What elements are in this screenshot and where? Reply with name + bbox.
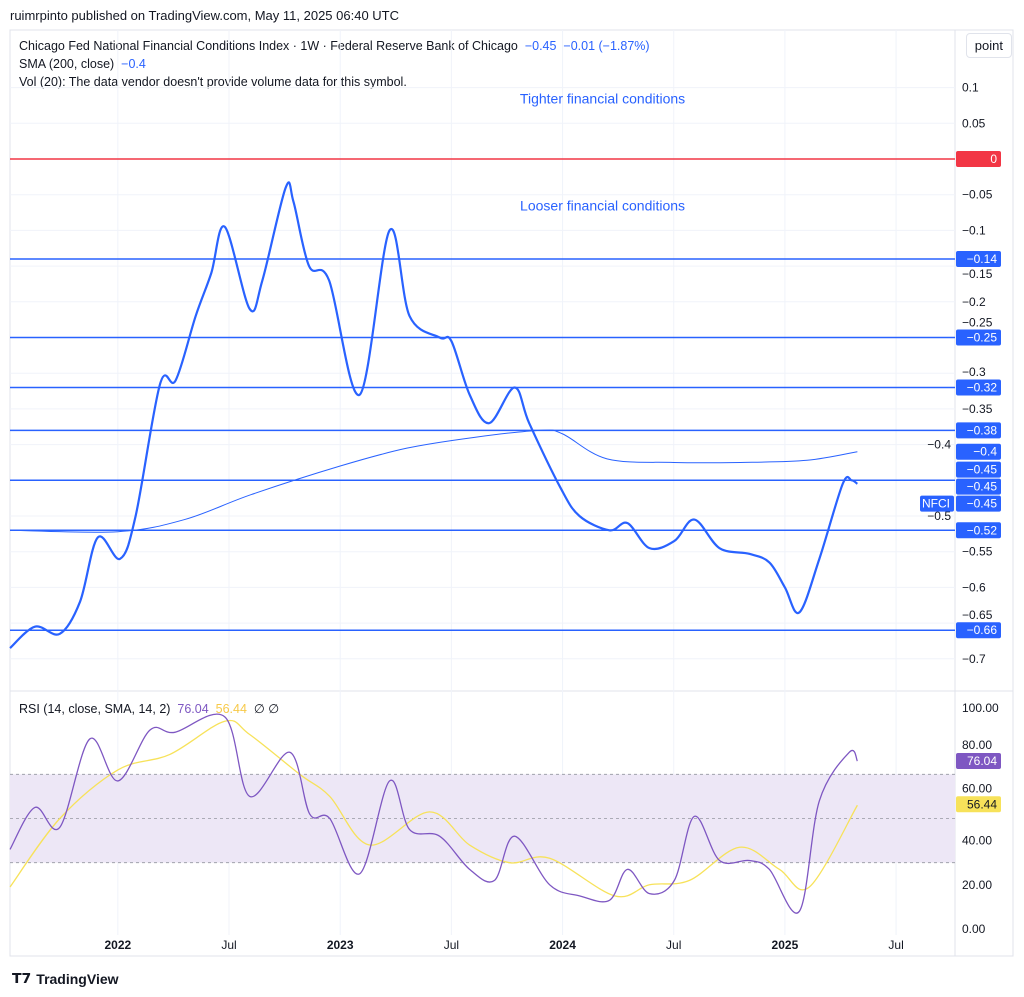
price-tag: −0.45 bbox=[967, 480, 998, 494]
rsi-y-tick-label: 40.00 bbox=[962, 834, 992, 848]
price-tag-bg bbox=[956, 495, 1001, 512]
rsi-band bbox=[10, 774, 955, 863]
price-tag-bg bbox=[956, 478, 1001, 495]
sma-line bbox=[9, 429, 858, 533]
symbol-title: Chicago Fed National Financial Condition… bbox=[19, 39, 518, 53]
x-tick-label: Jul bbox=[666, 938, 681, 952]
price-tag: −0.66 bbox=[967, 623, 998, 637]
x-tick-label: 2023 bbox=[327, 938, 354, 952]
y-tick-label: −0.1 bbox=[962, 223, 986, 237]
price-tag-bg bbox=[956, 622, 1001, 639]
rsi-line bbox=[9, 713, 858, 914]
rsi-ma-line bbox=[9, 719, 858, 898]
publish-info: ruimrpinto published on TradingView.com,… bbox=[10, 8, 400, 23]
series-name-tag: NFCI bbox=[922, 497, 950, 511]
price-tag: −0.45 bbox=[967, 497, 998, 511]
y-tick-label: −0.3 bbox=[962, 365, 986, 379]
price-tag: −0.4 bbox=[973, 445, 997, 459]
tradingview-logo[interactable]: 𝗧𝟳 TradingView bbox=[12, 970, 119, 987]
price-tag-bg bbox=[956, 443, 1001, 460]
price-tag-bg bbox=[956, 329, 1001, 346]
rsi-extra: ∅ ∅ bbox=[253, 702, 280, 716]
rsi-y-tick-label: 60.00 bbox=[962, 781, 992, 795]
rsi-y-tick-label: 100.00 bbox=[962, 701, 999, 715]
y-tick-label: −0.5 bbox=[927, 509, 951, 523]
price-tag-bg bbox=[956, 250, 1001, 267]
rsi-tag-bg bbox=[956, 796, 1001, 813]
price-tag: −0.52 bbox=[967, 523, 998, 537]
y-tick-label: −0.65 bbox=[962, 608, 993, 622]
rsi-y-tick-label: 0.00 bbox=[962, 922, 986, 936]
rsi-tag: 56.44 bbox=[967, 797, 997, 811]
price-tag-bg bbox=[956, 522, 1001, 539]
price-tag: −0.45 bbox=[967, 463, 998, 477]
rsi-y-tick-label: 20.00 bbox=[962, 878, 992, 892]
x-tick-label: Jul bbox=[221, 938, 236, 952]
sma-value: −0.4 bbox=[121, 57, 146, 71]
sma-label[interactable]: SMA (200, close) bbox=[19, 57, 115, 71]
rsi-label: RSI (14, close, SMA, 14, 2) bbox=[19, 702, 171, 716]
rsi-tag: 76.04 bbox=[967, 754, 997, 768]
chart-frame bbox=[9, 29, 1014, 957]
last-value: −0.45 bbox=[524, 39, 557, 53]
y-tick-label: 0.05 bbox=[962, 116, 986, 130]
price-tag: −0.14 bbox=[967, 252, 998, 266]
x-tick-label: 2025 bbox=[772, 938, 799, 952]
main-legend: Chicago Fed National Financial Condition… bbox=[19, 37, 650, 91]
y-tick-label: −0.2 bbox=[962, 295, 986, 309]
price-tag-bg bbox=[956, 461, 1001, 478]
tv-logo-icon: 𝗧𝟳 bbox=[12, 970, 32, 986]
annotation-text: Looser financial conditions bbox=[520, 197, 685, 213]
price-tag: 0 bbox=[990, 152, 997, 166]
price-tag-bg bbox=[956, 151, 1001, 167]
logo-text: TradingView bbox=[36, 970, 119, 987]
y-tick-label: −0.4 bbox=[927, 438, 951, 452]
y-tick-label: −0.7 bbox=[962, 652, 986, 666]
nfci-line bbox=[9, 181, 859, 649]
price-tag-bg bbox=[956, 379, 1001, 396]
y-tick-label: −0.15 bbox=[962, 267, 993, 281]
y-tick-label: −0.35 bbox=[962, 402, 993, 416]
price-tag: −0.32 bbox=[967, 380, 998, 394]
x-tick-label: Jul bbox=[888, 938, 903, 952]
y-tick-label: −0.05 bbox=[962, 188, 993, 202]
change-value: −0.01 (−1.87%) bbox=[563, 39, 650, 53]
price-tag: −0.38 bbox=[967, 423, 998, 437]
rsi-tag-bg bbox=[956, 752, 1001, 769]
rsi-legend[interactable]: RSI (14, close, SMA, 14, 2) 76.04 56.44 … bbox=[19, 701, 279, 716]
x-tick-label: 2022 bbox=[104, 938, 131, 952]
price-tag-bg bbox=[956, 422, 1001, 439]
rsi-value: 76.04 bbox=[177, 702, 209, 716]
price-tag: −0.25 bbox=[967, 331, 998, 345]
x-tick-label: 2024 bbox=[549, 938, 576, 952]
y-tick-label: −0.25 bbox=[962, 316, 993, 330]
point-button[interactable]: point bbox=[965, 33, 1012, 58]
x-tick-label: Jul bbox=[444, 938, 459, 952]
y-tick-label: 0.1 bbox=[962, 81, 979, 95]
series-name-tag-bg bbox=[920, 495, 954, 512]
y-tick-label: −0.6 bbox=[962, 580, 986, 594]
rsi-y-tick-label: 80.00 bbox=[962, 738, 992, 752]
y-tick-label: −0.55 bbox=[962, 545, 993, 559]
rsi-ma-value: 56.44 bbox=[215, 702, 247, 716]
vol-label[interactable]: Vol (20): The data vendor doesn't provid… bbox=[19, 75, 407, 89]
annotation-text: Tighter financial conditions bbox=[520, 90, 685, 106]
